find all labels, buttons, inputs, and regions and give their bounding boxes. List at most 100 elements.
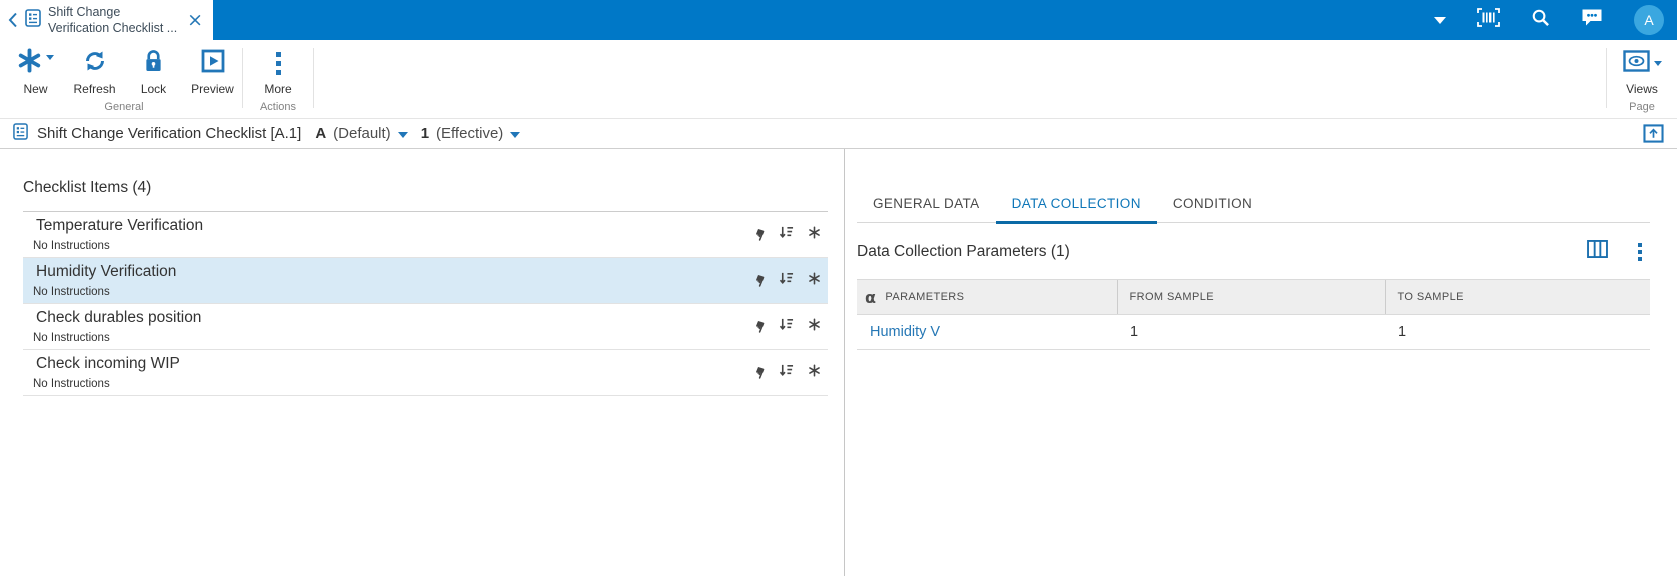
columns-icon[interactable] [1587,240,1608,263]
preview-button-label: Preview [191,82,234,96]
checklist-item-title: Check incoming WIP [36,355,180,372]
ribbon-group-label-page: Page [1629,101,1655,113]
parameters-table: α PARAMETERS FROM SAMPLE TO SAMPLE Humid… [857,279,1650,350]
views-button[interactable]: Views [1607,40,1677,101]
table-row: Humidity V 1 1 [857,314,1650,350]
breadcrumb-title: Shift Change Verification Checklist [A.1… [37,125,302,142]
lock-icon [144,49,163,77]
checklist-panel: Checklist Items (4) Temperature Verifica… [0,149,845,576]
ribbon-toolbar: New Refresh [0,40,1677,119]
sort-sequence-icon[interactable] [779,363,794,383]
checklist-item[interactable]: Check incoming WIP No Instructions ☛ [23,350,828,396]
hand-pointer-icon[interactable]: ☛ [747,225,770,245]
new-button[interactable]: New [6,40,65,101]
version-label: (Effective) [436,125,504,142]
top-bar: Shift Change Verification Checklist ... × [0,0,1677,40]
ribbon-separator [1606,48,1607,108]
parameter-link[interactable]: Humidity V [870,324,941,340]
data-collection-heading: Data Collection Parameters (1) [857,242,1070,260]
hand-pointer-icon[interactable]: ☛ [747,363,770,383]
chevron-down-icon [510,131,521,138]
collapse-panel-icon[interactable] [1643,124,1664,143]
alpha-type-icon: α [865,287,877,307]
refresh-button-label: Refresh [73,82,116,96]
revision-letter: A [315,125,327,142]
checklist-item-subtitle: No Instructions [33,286,110,298]
sort-sequence-icon[interactable] [779,271,794,291]
details-tabs: GENERAL DATA DATA COLLECTION CONDITION [857,196,1650,224]
more-button[interactable]: More [243,40,313,101]
revision-label: (Default) [333,125,391,142]
asterisk-icon[interactable] [808,318,821,336]
refresh-icon [83,49,107,78]
asterisk-icon[interactable] [808,272,821,290]
hand-pointer-icon[interactable]: ☛ [747,317,770,337]
data-collection-header: Data Collection Parameters (1) [857,240,1650,263]
more-button-label: More [264,82,292,96]
version-dropdown[interactable]: 1 (Effective) [421,125,521,142]
column-header-from-sample[interactable]: FROM SAMPLE [1116,279,1385,315]
ribbon-group-page: Views Page [1607,40,1677,118]
checklist-item[interactable]: Humidity Verification No Instructions ☛ [23,258,828,304]
close-icon[interactable]: × [187,8,203,31]
lock-button[interactable]: Lock [124,40,183,101]
preview-button[interactable]: Preview [183,40,242,101]
refresh-button[interactable]: Refresh [65,40,124,101]
new-asterisk-icon [17,48,42,78]
ribbon-separator [242,48,243,108]
more-kebab-icon [275,51,281,75]
chat-icon[interactable] [1581,8,1603,32]
checklist-heading: Checklist Items (4) [23,179,152,196]
checklist-item[interactable]: Temperature Verification No Instructions… [23,212,828,258]
chevron-down-icon [397,131,408,138]
user-avatar[interactable]: A [1634,5,1664,35]
asterisk-icon[interactable] [808,226,821,244]
tab-condition[interactable]: CONDITION [1172,196,1253,211]
search-icon[interactable] [1531,8,1550,32]
chevron-down-icon [1653,60,1662,66]
checklist-item-subtitle: No Instructions [33,240,110,252]
version-number: 1 [420,125,430,142]
checklist-item-subtitle: No Instructions [33,332,110,344]
checklist-item-title: Humidity Verification [36,263,177,280]
checklist-item-title: Temperature Verification [36,217,204,234]
chevron-down-icon [46,54,54,60]
checklist-item-subtitle: No Instructions [33,378,110,390]
main-content: Checklist Items (4) Temperature Verifica… [0,149,1677,576]
checklist-doc-icon [13,123,28,144]
chevron-down-icon[interactable] [1434,16,1446,24]
topbar-actions: A [1434,0,1677,40]
details-panel: GENERAL DATA DATA COLLECTION CONDITION D… [845,149,1677,576]
barcode-scan-icon[interactable] [1477,8,1500,32]
ribbon-group-label-actions: Actions [259,101,297,113]
breadcrumb: Shift Change Verification Checklist [A.1… [0,119,1677,149]
column-header-parameters[interactable]: α PARAMETERS [857,279,1117,315]
sort-sequence-icon[interactable] [779,225,794,245]
lock-button-label: Lock [140,82,167,96]
ribbon-group-actions: More Actions [243,40,313,118]
ribbon-separator [313,48,314,108]
document-tab[interactable]: Shift Change Verification Checklist ... × [0,0,213,40]
hand-pointer-icon[interactable]: ☛ [747,271,770,291]
back-chevron-icon[interactable] [8,12,18,28]
sort-sequence-icon[interactable] [779,317,794,337]
tab-general-data[interactable]: GENERAL DATA [873,196,980,211]
preview-play-icon [201,49,225,78]
ribbon-group-general: New Refresh [6,40,242,118]
checklist-item[interactable]: Check durables position No Instructions … [23,304,828,350]
ribbon-group-label-general: General [104,101,144,113]
more-kebab-icon[interactable] [1638,242,1642,261]
checklist-item-title: Check durables position [36,309,202,326]
tab-title: Shift Change Verification Checklist ... [48,4,178,35]
views-eye-icon [1622,49,1650,77]
new-button-label: New [23,82,48,96]
tab-data-collection[interactable]: DATA COLLECTION [995,196,1158,224]
views-button-label: Views [1626,82,1658,96]
checklist-list: Temperature Verification No Instructions… [23,211,828,396]
checklist-doc-icon [25,8,41,32]
column-header-to-sample[interactable]: TO SAMPLE [1384,279,1650,315]
to-sample-value: 1 [1385,314,1650,350]
revision-dropdown[interactable]: A (Default) [315,125,408,142]
from-sample-value: 1 [1117,314,1385,350]
asterisk-icon[interactable] [808,364,821,382]
